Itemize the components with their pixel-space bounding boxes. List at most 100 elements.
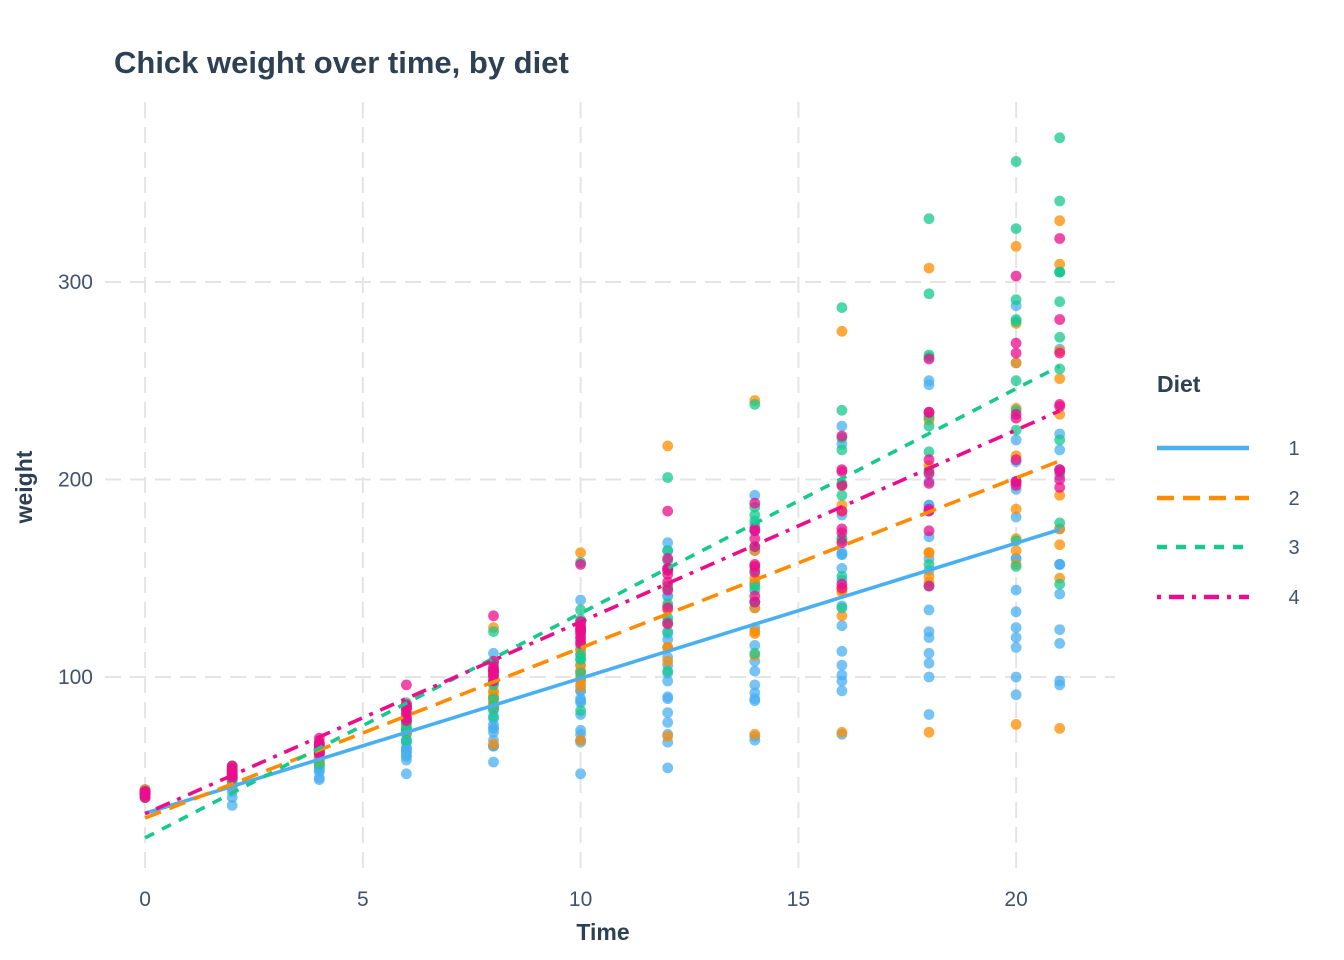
data-point-diet-1 [662, 693, 674, 705]
data-point-diet-4 [1010, 408, 1022, 420]
data-point-diet-1 [749, 693, 761, 705]
data-point-diet-1 [1054, 444, 1066, 456]
data-point-diet-1 [923, 671, 935, 683]
legend: Diet 1 2 3 4 [1157, 371, 1300, 609]
chart-title: Chick weight over time, by diet [114, 45, 569, 80]
data-point-diet-3 [836, 302, 848, 313]
data-point-diet-3 [923, 446, 935, 458]
data-point-diet-4 [923, 580, 935, 592]
data-point-diet-4 [923, 525, 935, 537]
legend-label-diet-1: 1 [1288, 438, 1299, 460]
data-point-diet-1 [923, 632, 935, 643]
data-point-diet-4 [401, 679, 412, 691]
data-point-diet-4 [923, 478, 935, 489]
data-point-diet-1 [749, 640, 761, 651]
data-point-diet-1 [1010, 434, 1022, 446]
data-point-diet-3 [1054, 363, 1066, 375]
data-point-diet-2 [836, 610, 848, 622]
data-point-diet-2 [488, 738, 499, 750]
data-point-diet-3 [488, 711, 499, 722]
data-point-diet-1 [1054, 638, 1066, 649]
data-point-diet-4 [1054, 482, 1066, 493]
data-point-diet-1 [1054, 559, 1066, 570]
data-point-diet-4 [662, 618, 674, 630]
data-point-diet-2 [1010, 357, 1022, 369]
data-point-diet-3 [575, 604, 586, 616]
data-point-diet-1 [662, 537, 674, 549]
data-point-diet-1 [923, 379, 935, 391]
data-point-diet-3 [1054, 578, 1066, 590]
data-point-diet-4 [749, 523, 761, 535]
data-point-diet-1 [749, 679, 761, 691]
data-point-diet-1 [1010, 511, 1022, 523]
data-point-diet-3 [1010, 294, 1022, 306]
data-point-diet-3 [1010, 223, 1022, 235]
data-point-diet-1 [1054, 624, 1066, 635]
data-point-diet-1 [836, 645, 848, 657]
data-point-diet-4 [575, 628, 586, 639]
trend-line-diet-1 [144, 527, 1061, 816]
data-point-diet-4 [662, 553, 674, 564]
data-point-diet-4 [226, 762, 238, 774]
data-point-diet-1 [575, 693, 586, 705]
data-point-diet-4 [662, 576, 674, 588]
data-point-diet-2 [923, 726, 935, 738]
y-axis-title: weight [11, 450, 37, 524]
data-point-diet-1 [313, 772, 325, 784]
data-point-diet-1 [836, 620, 848, 632]
data-point-diet-1 [923, 604, 935, 616]
data-point-diet-2 [1054, 723, 1066, 734]
data-point-diet-3 [662, 545, 674, 556]
data-point-diet-4 [488, 610, 499, 622]
data-point-diet-4 [749, 533, 761, 545]
data-point-diet-4 [836, 464, 848, 475]
data-point-diet-1 [749, 489, 761, 501]
trend-line-diet-4 [144, 409, 1061, 816]
data-point-diet-2 [1010, 719, 1022, 730]
data-point-diet-3 [923, 213, 935, 225]
data-point-diet-2 [1054, 258, 1066, 270]
data-point-diet-3 [836, 444, 848, 456]
data-point-diet-1 [401, 768, 412, 780]
data-point-diet-2 [1054, 215, 1066, 227]
data-point-diet-3 [749, 580, 761, 592]
data-point-diet-1 [662, 634, 674, 645]
trend-line-diet-3 [144, 364, 1061, 840]
data-point-diet-1 [749, 665, 761, 677]
data-point-diet-1 [1010, 622, 1022, 633]
data-point-diet-1 [836, 685, 848, 697]
data-point-diet-4 [836, 537, 848, 549]
data-point-diet-3 [749, 399, 761, 410]
data-point-diet-1 [836, 675, 848, 687]
data-point-diet-4 [749, 559, 761, 570]
y-tick-label: 100 [58, 666, 93, 689]
data-point-diet-1 [923, 647, 935, 659]
data-point-diet-3 [575, 653, 586, 665]
x-tick-label: 10 [569, 888, 592, 911]
data-point-diet-2 [1054, 373, 1066, 385]
data-point-diet-1 [488, 647, 499, 659]
data-point-diet-4 [662, 584, 674, 596]
data-point-diet-2 [749, 628, 761, 639]
data-point-diet-3 [923, 288, 935, 300]
y-tick-label: 300 [58, 271, 93, 294]
data-point-diet-3 [662, 472, 674, 483]
data-point-diet-1 [836, 563, 848, 574]
x-tick-label: 5 [357, 888, 369, 911]
data-point-diet-1 [226, 800, 238, 811]
data-point-diet-2 [1054, 539, 1066, 551]
data-point-diet-1 [1054, 588, 1066, 600]
data-point-diet-4 [1010, 454, 1022, 466]
data-point-diet-4 [923, 454, 935, 466]
data-point-diet-4 [836, 578, 848, 590]
data-point-diet-1 [1010, 606, 1022, 618]
data-point-diet-4 [1010, 480, 1022, 491]
data-point-diet-3 [1010, 561, 1022, 572]
data-point-diet-1 [1010, 642, 1022, 653]
data-point-diet-1 [1010, 584, 1022, 596]
y-axis: 100 200 300 [58, 271, 93, 689]
data-point-diet-1 [662, 717, 674, 728]
data-point-diet-3 [1010, 375, 1022, 387]
data-point-diet-1 [401, 746, 412, 758]
